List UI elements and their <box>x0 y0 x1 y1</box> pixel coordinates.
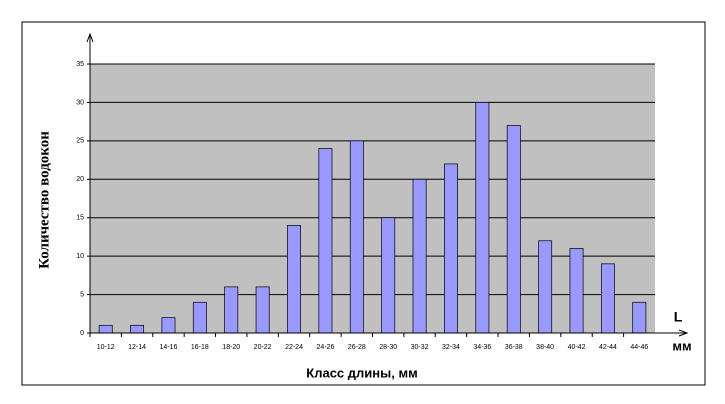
x-tick-label: 16-18 <box>191 344 209 351</box>
bar <box>318 148 333 334</box>
bar <box>475 102 490 334</box>
bar <box>98 324 113 334</box>
bar <box>192 301 207 334</box>
y-tick-label: 35 <box>76 61 84 68</box>
bar <box>381 217 396 334</box>
bar <box>569 248 584 334</box>
x-tick-label: 14-16 <box>160 344 178 351</box>
x-tick-label: 10-12 <box>97 344 115 351</box>
x-tick-label: 34-36 <box>473 344 491 351</box>
x-tick-label: 28-30 <box>379 344 397 351</box>
bar <box>224 286 239 334</box>
bar <box>161 317 176 334</box>
x-tick-label: 20-22 <box>254 344 272 351</box>
bar <box>412 178 427 334</box>
x-tick-label: 30-32 <box>411 344 429 351</box>
x-axis-arrow <box>678 329 689 337</box>
plot-area <box>90 64 655 333</box>
y-tick-label: 5 <box>80 291 84 298</box>
bar <box>130 324 145 334</box>
bar <box>538 240 553 334</box>
bar <box>349 140 364 334</box>
x-tick-label: 40-42 <box>568 344 586 351</box>
y-tick-label: 25 <box>76 138 84 145</box>
bar <box>506 125 521 334</box>
y-tick-label: 0 <box>80 330 84 337</box>
x-tick-label: 36-38 <box>505 344 523 351</box>
axis-annotation: L <box>674 309 683 325</box>
x-tick-label: 12-14 <box>128 344 146 351</box>
x-tick-label: 32-34 <box>442 344 460 351</box>
bar <box>444 163 458 334</box>
y-tick-label: 30 <box>76 99 84 106</box>
y-axis-arrow <box>86 32 94 43</box>
y-tick-label: 15 <box>76 215 84 222</box>
x-tick-label: 22-24 <box>285 344 303 351</box>
bar <box>632 301 647 334</box>
axis-annotation: мм <box>672 338 691 353</box>
y-tick-label: 20 <box>76 176 84 183</box>
x-tick-label: 26-28 <box>348 344 366 351</box>
bar <box>287 225 301 334</box>
x-tick-label: 18-20 <box>222 344 240 351</box>
x-tick-label: 44-46 <box>630 344 648 351</box>
y-axis-title: Количество водокон <box>36 131 52 269</box>
bar <box>255 286 270 334</box>
x-tick-label: 24-26 <box>316 344 334 351</box>
y-tick-label: 10 <box>76 253 84 260</box>
x-tick-label: 42-44 <box>599 344 617 351</box>
x-axis-title: Класс длины, мм <box>306 365 417 380</box>
x-tick-label: 38-40 <box>536 344 554 351</box>
bar <box>600 263 615 334</box>
